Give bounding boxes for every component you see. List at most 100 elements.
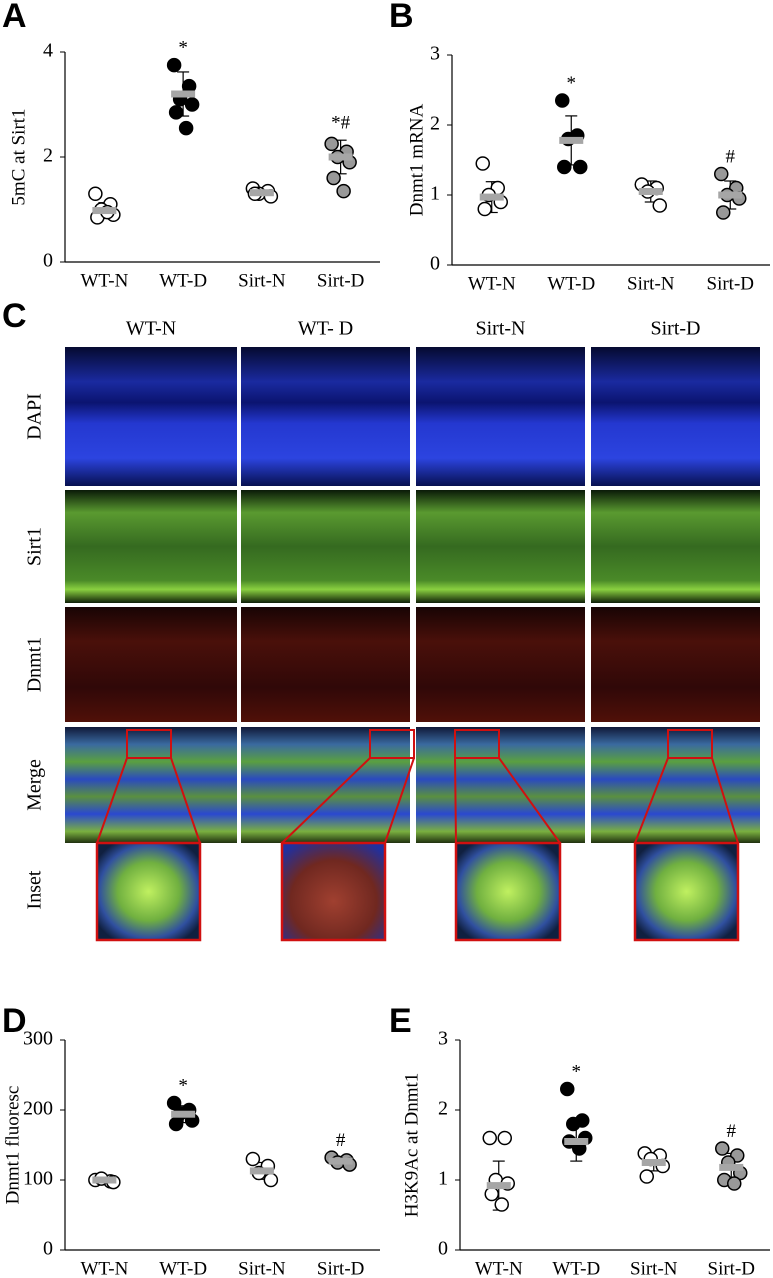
data-point (336, 183, 351, 199)
column-header: Sirt-N (476, 318, 526, 340)
y-tick-label: 100 (23, 1168, 53, 1190)
y-axis-title: H3K9Ac at Dnmt1 (401, 1073, 422, 1218)
data-point (566, 1116, 581, 1132)
x-tick-label: WT-N (80, 270, 128, 291)
y-tick-label: 4 (43, 40, 53, 62)
data-point (560, 1081, 575, 1097)
x-tick-label: WT-D (547, 273, 595, 294)
significance: # (727, 1121, 737, 1142)
data-point (714, 166, 729, 182)
panel-label: C (2, 297, 27, 335)
row-label: Sirt1 (24, 527, 46, 566)
zoom-box (667, 729, 713, 759)
x-tick-label: Sirt-N (238, 270, 286, 291)
significance: # (726, 146, 736, 167)
data-point (482, 1130, 497, 1146)
micrograph (591, 490, 760, 603)
micrograph (591, 347, 760, 486)
column-header: WT-N (126, 318, 176, 340)
inset-image (454, 841, 562, 942)
x-tick-label: Sirt-D (317, 1258, 365, 1278)
zoom-line (281, 757, 371, 844)
y-tick-label: 3 (438, 1028, 448, 1050)
mean-bar (719, 1163, 744, 1171)
y-tick-label: 2 (438, 1098, 448, 1120)
data-point (715, 1141, 730, 1156)
data-point (497, 1130, 512, 1146)
micrograph (65, 490, 237, 603)
data-point (184, 97, 200, 112)
x-tick-label: Sirt-N (627, 273, 675, 294)
panel-label: E (389, 1002, 412, 1040)
x-tick-label: WT-D (159, 1258, 207, 1278)
row-label: Merge (24, 759, 46, 811)
inset-image (95, 841, 202, 942)
y-tick-label: 300 (23, 1028, 53, 1050)
panel-label: B (389, 0, 414, 35)
zoom-line (711, 757, 739, 844)
data-point (475, 156, 490, 171)
zoom-box (126, 729, 172, 759)
data-point (324, 136, 339, 152)
mean-bar (718, 191, 743, 199)
data-point (178, 120, 194, 136)
column-header: Sirt-D (651, 318, 701, 340)
zoom-box (369, 729, 415, 759)
micrograph (591, 607, 760, 722)
mean-bar (328, 1157, 353, 1165)
inset-image (280, 841, 387, 942)
mean-bar (92, 207, 117, 215)
data-point (245, 1151, 261, 1167)
mean-bar (171, 90, 196, 98)
y-tick-label: 0 (43, 250, 53, 272)
y-tick-label: 2 (43, 145, 53, 167)
mean-bar (249, 189, 274, 197)
data-point (494, 1197, 509, 1212)
y-tick-label: 0 (430, 253, 440, 275)
micrograph (65, 607, 237, 722)
micrograph (65, 727, 237, 843)
data-point (88, 186, 103, 201)
data-point (555, 93, 570, 108)
x-tick-label: Sirt-D (707, 273, 755, 294)
micrograph (65, 347, 237, 486)
zoom-line (634, 757, 669, 844)
data-point (727, 1176, 742, 1191)
micrograph (241, 347, 410, 486)
zoom-box (454, 729, 500, 759)
mean-bar (559, 136, 584, 144)
x-tick-label: Sirt-D (708, 1258, 756, 1278)
data-point (652, 198, 667, 213)
significance: *# (331, 113, 351, 134)
mean-bar (638, 188, 663, 195)
micrograph (416, 347, 585, 486)
data-point (557, 159, 572, 175)
mean-bar (92, 1176, 117, 1184)
data-point (573, 159, 588, 175)
mean-bar (328, 153, 353, 161)
row-label: Dnmt1 (24, 637, 46, 693)
micrograph (241, 727, 410, 843)
mean-bar (564, 1138, 589, 1145)
column-header: WT- D (298, 318, 353, 340)
significance: * (178, 37, 188, 58)
data-point (263, 1172, 279, 1188)
significance: * (572, 1061, 582, 1082)
x-tick-label: WT-D (552, 1258, 600, 1278)
micrograph (591, 727, 760, 843)
significance: * (567, 73, 577, 94)
y-tick-label: 2 (430, 113, 440, 135)
data-point (168, 1116, 184, 1132)
mean-bar (486, 1182, 511, 1190)
significance: # (336, 1130, 346, 1151)
data-point (477, 201, 492, 217)
significance: * (178, 1075, 188, 1096)
y-tick-label: 0 (438, 1238, 448, 1260)
x-tick-label: Sirt-N (630, 1258, 678, 1278)
data-point (168, 105, 184, 120)
panel-label: A (2, 0, 27, 35)
x-tick-label: WT-N (475, 1258, 523, 1278)
mean-bar (479, 193, 504, 201)
zoom-line (454, 757, 457, 844)
